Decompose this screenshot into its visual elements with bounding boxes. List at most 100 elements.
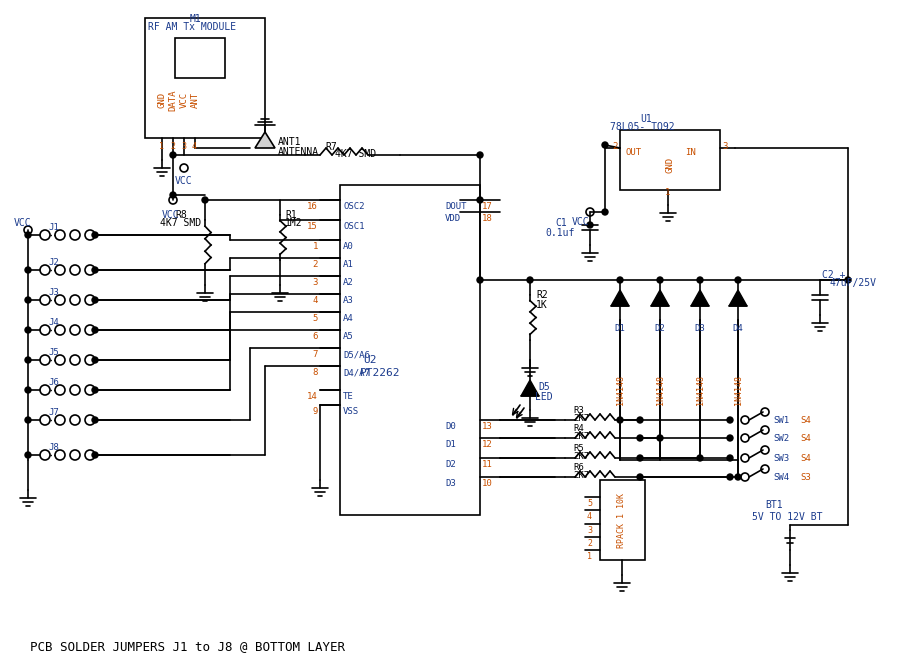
Text: R4: R4 [573, 424, 583, 433]
Text: 6: 6 [313, 332, 318, 341]
Text: SW4: SW4 [773, 473, 789, 482]
Text: A1: A1 [343, 260, 353, 269]
Circle shape [25, 267, 31, 273]
Text: 18: 18 [482, 214, 493, 223]
Text: LED: LED [535, 392, 553, 402]
Text: OUT: OUT [625, 148, 641, 157]
Circle shape [697, 277, 703, 283]
Text: 4: 4 [313, 296, 318, 305]
Text: SW3: SW3 [773, 454, 789, 463]
Text: A2: A2 [343, 278, 353, 287]
Text: 1: 1 [587, 552, 592, 561]
Text: TE: TE [343, 392, 353, 401]
Circle shape [727, 474, 733, 480]
Text: 1: 1 [313, 242, 318, 251]
Text: R6: R6 [573, 463, 583, 472]
Text: DOUT: DOUT [445, 202, 467, 211]
Text: 1: 1 [159, 142, 164, 151]
Polygon shape [729, 290, 747, 306]
Text: GND: GND [157, 92, 166, 108]
Circle shape [25, 387, 31, 393]
Circle shape [25, 297, 31, 303]
Text: SW1: SW1 [773, 416, 789, 425]
Circle shape [727, 435, 733, 441]
Text: U1: U1 [640, 114, 652, 124]
Text: R7: R7 [325, 142, 337, 152]
Circle shape [602, 142, 608, 148]
Circle shape [477, 197, 483, 203]
Circle shape [735, 277, 741, 283]
Text: 2: 2 [170, 142, 175, 151]
Text: D1: D1 [614, 324, 625, 333]
Circle shape [637, 455, 643, 461]
Text: 47uF/25V: 47uF/25V [830, 278, 877, 288]
Text: 1K: 1K [536, 300, 547, 310]
Text: D3: D3 [694, 324, 705, 333]
Text: A5: A5 [343, 332, 353, 341]
Text: S4: S4 [800, 454, 811, 463]
Text: 14: 14 [307, 392, 318, 401]
Bar [340, 185, 480, 515]
Text: 5: 5 [313, 314, 318, 323]
Text: 4: 4 [192, 142, 197, 151]
Text: VCC: VCC [175, 176, 192, 186]
Circle shape [845, 277, 851, 283]
Text: 4K7 SMD: 4K7 SMD [160, 218, 201, 228]
Text: J8: J8 [48, 443, 58, 452]
Circle shape [92, 327, 98, 333]
Polygon shape [611, 290, 629, 306]
Circle shape [92, 267, 98, 273]
Text: RF AM Tx MODULE: RF AM Tx MODULE [148, 22, 236, 32]
Circle shape [92, 387, 98, 393]
Text: J3: J3 [48, 288, 58, 297]
Circle shape [202, 197, 208, 203]
Text: VCC: VCC [162, 210, 180, 220]
Text: C1: C1 [555, 218, 566, 228]
Bar [175, 38, 225, 78]
Text: 10: 10 [482, 479, 493, 488]
Text: R2: R2 [536, 290, 547, 300]
Text: IN: IN [685, 148, 696, 157]
Text: VDD: VDD [445, 214, 461, 223]
Text: 4K7 SMD: 4K7 SMD [335, 149, 376, 159]
Circle shape [92, 357, 98, 363]
Text: M1: M1 [189, 14, 200, 24]
Text: 1N4148: 1N4148 [696, 375, 705, 405]
Circle shape [602, 209, 608, 215]
Circle shape [727, 455, 733, 461]
Text: 2K7: 2K7 [573, 452, 589, 461]
Text: S4: S4 [800, 434, 811, 443]
Text: 78L05- TO92: 78L05- TO92 [610, 122, 674, 132]
Text: VCC: VCC [572, 217, 590, 227]
Text: SW2: SW2 [773, 434, 789, 443]
Polygon shape [691, 290, 709, 306]
Text: D4: D4 [732, 324, 743, 333]
Text: 11: 11 [482, 460, 493, 469]
Text: D4/A7: D4/A7 [343, 368, 369, 377]
Text: 1: 1 [665, 188, 671, 197]
Circle shape [25, 357, 31, 363]
Text: D5: D5 [538, 382, 550, 392]
Text: BT1: BT1 [765, 500, 783, 510]
Text: D1: D1 [445, 440, 456, 449]
Text: U2: U2 [363, 355, 377, 365]
Circle shape [657, 277, 663, 283]
Text: 2: 2 [612, 142, 618, 151]
Text: PT2262: PT2262 [360, 368, 400, 378]
Text: R1: R1 [285, 210, 297, 220]
Text: 1N4148: 1N4148 [616, 375, 625, 405]
Circle shape [92, 452, 98, 458]
Text: 16: 16 [307, 202, 318, 211]
Text: D2: D2 [445, 460, 456, 469]
Text: PCB SOLDER JUMPERS J1 to J8 @ BOTTOM LAYER: PCB SOLDER JUMPERS J1 to J8 @ BOTTOM LAY… [30, 640, 345, 653]
Text: 8: 8 [313, 368, 318, 377]
Circle shape [617, 417, 623, 423]
Text: R3: R3 [573, 406, 583, 415]
Circle shape [170, 152, 176, 158]
Circle shape [92, 232, 98, 238]
Text: DATA: DATA [168, 89, 177, 111]
Text: 4: 4 [587, 512, 592, 521]
Text: 1N4148: 1N4148 [655, 375, 664, 405]
Text: J5: J5 [48, 348, 58, 357]
Text: 2K7: 2K7 [573, 471, 589, 480]
